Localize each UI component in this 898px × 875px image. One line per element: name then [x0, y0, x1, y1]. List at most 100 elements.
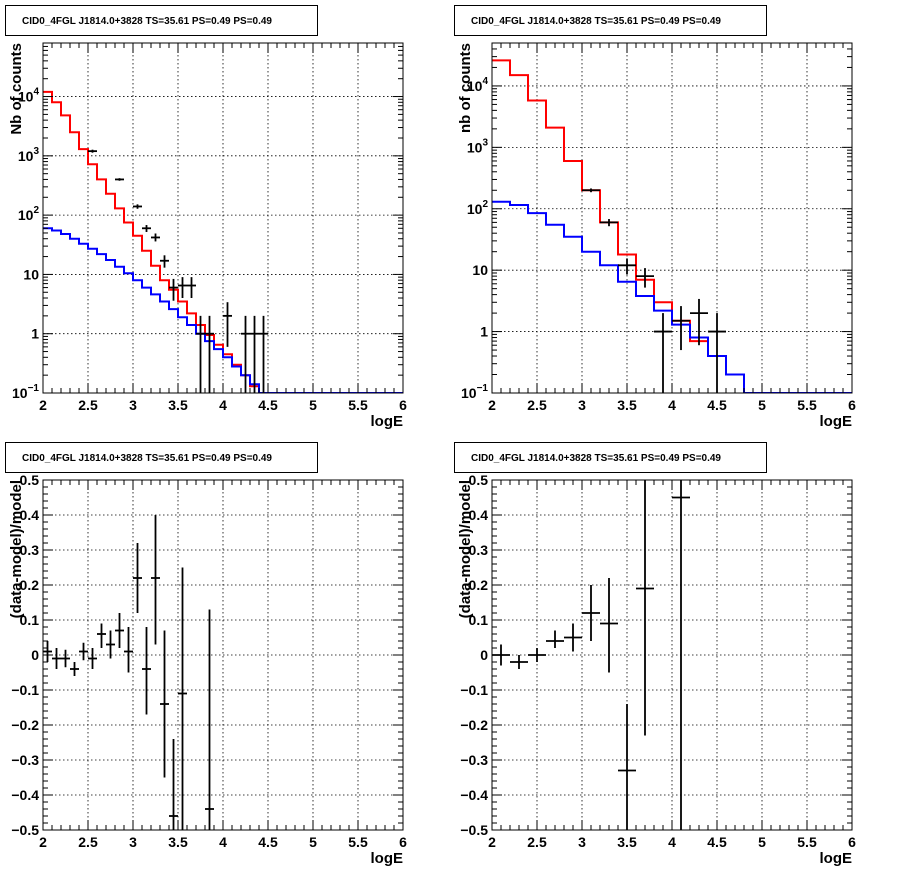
x-tick-label: 2.5: [78, 397, 98, 413]
model-histogram-line: [492, 200, 852, 393]
data-point: [672, 306, 690, 351]
data-point: [672, 480, 690, 830]
chart-panel-3: CID0_4FGL J1814.0+3828 TS=35.61 PS=0.49 …: [5, 442, 407, 867]
x-tick-label: 5: [758, 397, 766, 413]
y-tick-label: −0.2: [11, 717, 39, 733]
y-axis-label: Nb of counts: [8, 43, 25, 135]
y-tick-label: 0: [31, 647, 39, 663]
x-tick-label: 2.5: [78, 834, 98, 850]
x-tick-label: 4.5: [707, 834, 727, 850]
x-tick-label: 5.5: [348, 397, 368, 413]
data-point: [79, 642, 88, 661]
data-point: [618, 704, 636, 830]
data-point: [160, 255, 169, 268]
data-point: [169, 739, 178, 830]
data-point: [196, 315, 205, 393]
data-point: [250, 315, 259, 393]
y-tick-label: −0.2: [460, 717, 488, 733]
data-point: [52, 648, 61, 669]
x-tick-label: 3.5: [617, 834, 637, 850]
x-tick-label: 6: [399, 834, 407, 850]
data-point: [618, 258, 636, 275]
x-tick-label: 4: [668, 397, 676, 413]
data-point: [43, 641, 52, 662]
data-point: [88, 149, 97, 153]
x-axis-label: logE: [371, 413, 404, 430]
x-tick-label: 2.5: [527, 834, 547, 850]
x-tick-label: 4: [668, 834, 676, 850]
y-tick-label: 0.4: [20, 507, 40, 523]
data-point: [600, 578, 618, 673]
y-tick-label: 104: [467, 76, 489, 94]
x-tick-label: 2: [39, 397, 47, 413]
data-point: [636, 268, 654, 288]
chart-panel-4: CID0_4FGL J1814.0+3828 TS=35.61 PS=0.49 …: [454, 442, 856, 867]
data-point: [259, 315, 268, 393]
y-tick-label: 10: [472, 262, 488, 278]
y-tick-label: 103: [467, 137, 489, 155]
data-point: [133, 543, 142, 613]
y-tick-label: −0.1: [11, 682, 39, 698]
x-axis-label: logE: [820, 413, 853, 430]
y-tick-label: 1: [480, 324, 488, 340]
y-tick-label: 0.2: [469, 577, 489, 593]
y-tick-label: 103: [18, 146, 40, 164]
x-tick-label: 5.5: [797, 397, 817, 413]
x-tick-label: 5: [309, 834, 317, 850]
plot-area: [43, 515, 214, 830]
data-point: [241, 315, 250, 393]
y-axis-label: (data-model)/model: [8, 480, 25, 618]
chart-title: CID0_4FGL J1814.0+3828 TS=35.61 PS=0.49 …: [471, 16, 721, 27]
y-tick-label: −0.1: [460, 682, 488, 698]
y-tick-label: 0.1: [469, 612, 489, 628]
y-tick-label: −0.3: [460, 752, 488, 768]
data-point: [178, 277, 187, 299]
data-point: [106, 630, 115, 659]
y-tick-label: −0.3: [11, 752, 39, 768]
data-point: [151, 515, 160, 645]
y-tick-label: 0.5: [469, 472, 489, 488]
model-histogram-line: [43, 90, 403, 393]
x-tick-label: 5: [309, 397, 317, 413]
y-tick-label: 0.5: [20, 472, 40, 488]
x-tick-label: 3.5: [168, 397, 188, 413]
data-point: [600, 219, 618, 227]
x-axis-label: logE: [371, 850, 404, 867]
data-point: [88, 648, 97, 669]
plot-area: [492, 59, 852, 393]
x-tick-label: 4: [219, 834, 227, 850]
x-tick-label: 3: [129, 397, 137, 413]
x-tick-label: 2: [488, 834, 496, 850]
x-tick-label: 5.5: [348, 834, 368, 850]
data-point: [690, 298, 708, 346]
data-point: [582, 188, 600, 193]
x-tick-label: 2: [39, 834, 47, 850]
y-tick-label: 102: [467, 199, 489, 217]
x-tick-label: 4.5: [258, 834, 278, 850]
y-tick-label: −0.4: [460, 787, 488, 803]
model-histogram-line: [492, 59, 852, 393]
data-point: [564, 623, 582, 652]
data-point: [187, 277, 196, 299]
data-point: [582, 585, 600, 641]
y-tick-label: 0.4: [469, 507, 489, 523]
data-point: [528, 648, 546, 662]
y-tick-label: 1: [31, 326, 39, 342]
y-tick-label: 0.2: [20, 577, 40, 593]
chart-panel-2: CID0_4FGL J1814.0+3828 TS=35.61 PS=0.49 …: [454, 5, 856, 430]
data-point: [133, 204, 142, 209]
x-tick-label: 2.5: [527, 397, 547, 413]
y-tick-label: 0.1: [20, 612, 40, 628]
y-tick-label: −0.5: [460, 822, 488, 838]
data-point: [115, 178, 124, 181]
data-point: [142, 627, 151, 715]
y-tick-label: −0.4: [11, 787, 39, 803]
data-point: [223, 302, 232, 347]
x-tick-label: 6: [848, 397, 856, 413]
title-box: [5, 5, 318, 36]
data-point: [142, 225, 151, 232]
y-tick-label: 104: [18, 87, 40, 105]
x-tick-label: 3: [129, 834, 137, 850]
